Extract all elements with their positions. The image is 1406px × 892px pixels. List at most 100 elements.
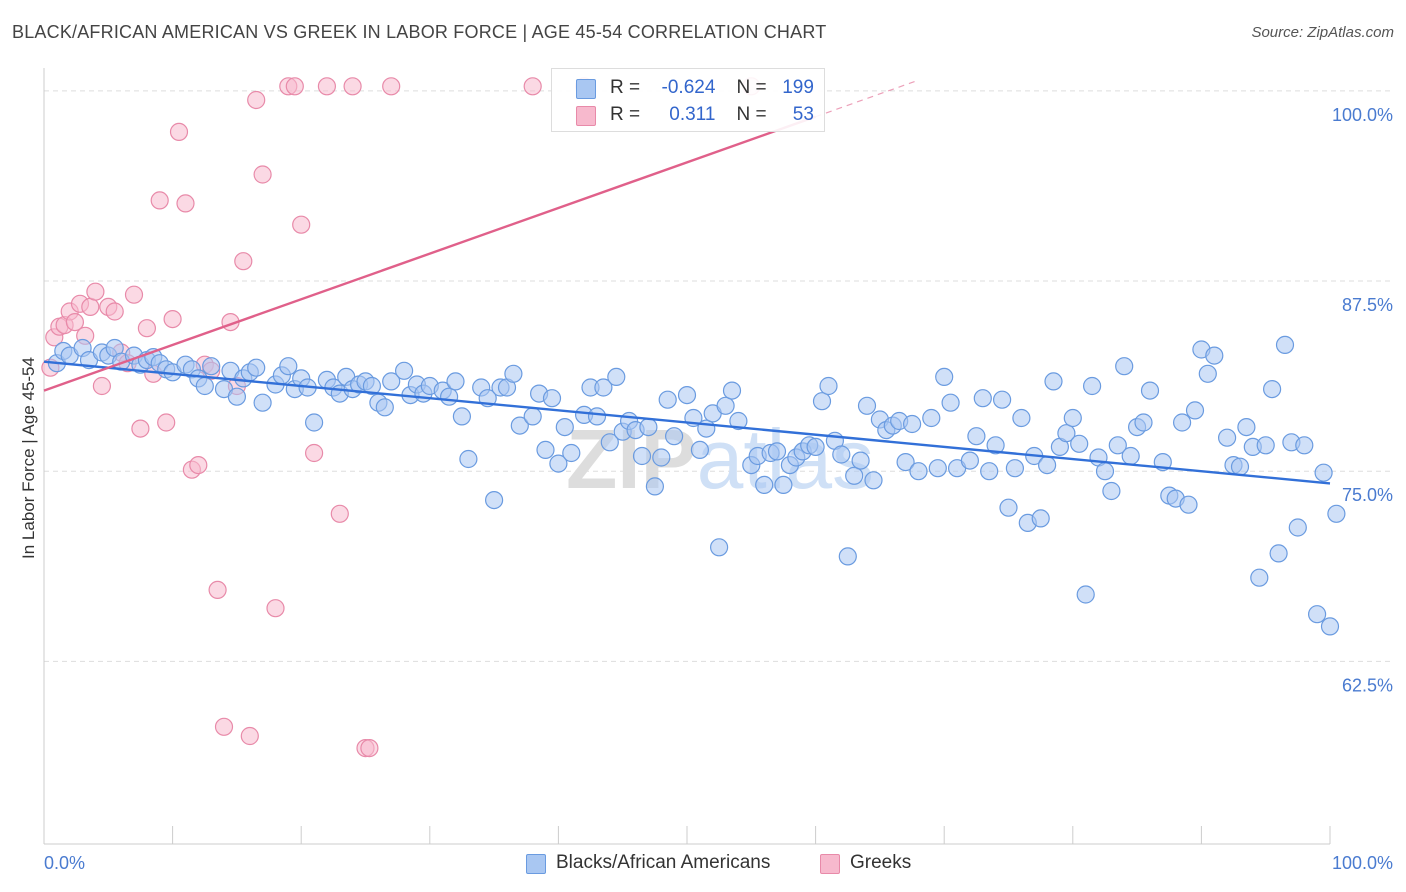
blacks-point <box>992 390 1012 409</box>
blacks-point <box>1057 424 1076 443</box>
greeks-point <box>360 738 379 758</box>
blacks-point <box>510 416 529 435</box>
blacks-point <box>600 433 619 452</box>
blacks-point <box>485 491 504 510</box>
blacks-point <box>677 386 697 405</box>
greeks-point <box>253 165 272 184</box>
blacks-point <box>562 443 581 463</box>
series-legend: Blacks/African Americans Greeks <box>0 852 1406 878</box>
blacks-point <box>967 427 986 446</box>
blacks-point <box>1095 462 1115 481</box>
blacks-points <box>47 335 1346 636</box>
greeks-point <box>105 302 124 321</box>
series-swatch-blacks <box>526 854 546 874</box>
blacks-point <box>928 459 947 478</box>
legend-swatch-blacks <box>576 79 596 99</box>
blacks-point <box>658 390 677 409</box>
blacks-point <box>202 357 221 376</box>
greeks-point <box>131 419 150 438</box>
blacks-point <box>909 462 928 481</box>
blacks-point <box>247 358 266 377</box>
legend-r-label: R = <box>610 104 641 125</box>
blacks-point <box>1121 446 1140 466</box>
blacks-point <box>1250 568 1269 587</box>
blacks-point <box>632 446 652 466</box>
blacks-point <box>1230 457 1250 476</box>
legend-swatch-greeks <box>576 106 596 126</box>
blacks-point <box>1256 436 1275 455</box>
blacks-point <box>536 440 555 459</box>
blacks-point <box>652 448 671 467</box>
greeks-point <box>92 376 112 396</box>
greeks-point <box>124 285 144 304</box>
blacks-point <box>1262 380 1282 399</box>
blacks-point <box>980 462 999 481</box>
greeks-point <box>214 717 234 736</box>
blacks-point <box>440 387 459 406</box>
blacks-point <box>832 445 851 464</box>
greeks-point <box>382 77 401 96</box>
greeks-point <box>189 456 208 475</box>
y-axis-title: In Labor Force | Age 45-54 <box>19 357 38 559</box>
legend-r-value-blacks: -0.624 <box>661 77 716 98</box>
blacks-point <box>1217 428 1237 447</box>
blacks-point <box>549 454 568 473</box>
y-tick-label-1: 75.0% <box>1342 485 1393 505</box>
greeks-point <box>137 319 156 338</box>
blacks-point <box>902 414 922 434</box>
blacks-point <box>1134 413 1153 432</box>
blacks-point <box>195 376 214 396</box>
blacks-point <box>935 367 954 386</box>
greeks-point <box>285 77 304 96</box>
blacks-point <box>819 376 838 396</box>
grid-lines <box>44 90 1394 662</box>
y-tick-label-3: 100.0% <box>1332 105 1393 125</box>
blacks-point <box>1205 346 1224 365</box>
greeks-point <box>86 282 105 301</box>
blacks-point <box>594 378 613 397</box>
blacks-point <box>1044 372 1063 391</box>
greeks-point <box>234 252 253 271</box>
blacks-point <box>459 449 478 469</box>
blacks-point <box>253 393 272 412</box>
blacks-point <box>1140 381 1160 400</box>
blacks-point <box>555 418 574 437</box>
greeks-trend-line <box>43 115 817 392</box>
blacks-point <box>1185 401 1205 420</box>
legend-n-label: N = <box>736 104 767 125</box>
greeks-point <box>157 413 176 432</box>
blacks-point <box>446 372 465 391</box>
greeks-point <box>523 77 542 96</box>
blacks-point <box>542 389 562 408</box>
blacks-point <box>922 408 941 428</box>
blacks-point <box>1063 408 1082 428</box>
blacks-point <box>1172 413 1192 432</box>
greeks-point <box>247 90 266 110</box>
greeks-point <box>163 310 182 329</box>
blacks-point <box>1031 509 1050 528</box>
blacks-point <box>729 411 748 431</box>
legend-n-value-greeks: 53 <box>792 104 814 125</box>
legend-n-value-blacks: 199 <box>782 77 814 98</box>
greeks-points <box>41 77 761 758</box>
greeks-point <box>305 443 324 463</box>
blacks-point <box>362 376 381 396</box>
blacks-point <box>1307 605 1327 624</box>
greeks-point <box>65 313 85 332</box>
blacks-point <box>452 407 471 426</box>
y-tick-label-2: 87.5% <box>1342 295 1393 315</box>
greeks-point <box>240 726 259 746</box>
blacks-point <box>774 475 793 494</box>
greeks-point <box>169 122 189 141</box>
blacks-point <box>607 367 626 386</box>
blacks-point <box>1275 335 1295 354</box>
blacks-point <box>690 440 710 459</box>
blacks-point <box>305 413 324 432</box>
blacks-point <box>375 398 394 417</box>
blacks-point <box>1314 463 1333 482</box>
blacks-point <box>1115 357 1134 376</box>
blacks-point <box>960 451 980 470</box>
legend-r-label: R = <box>610 77 641 98</box>
blacks-point <box>845 466 864 485</box>
